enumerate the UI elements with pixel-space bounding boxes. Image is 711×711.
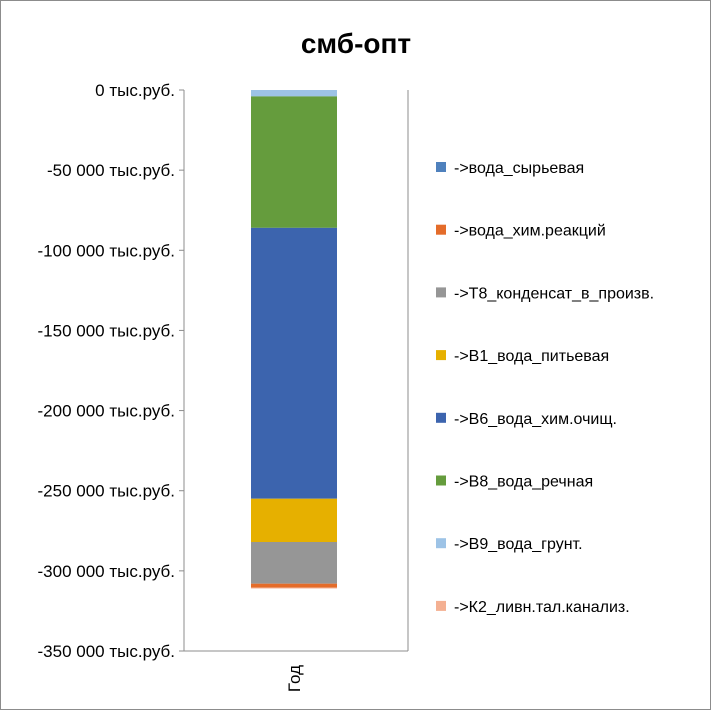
y-tick-label: -200 000 тыс.руб. bbox=[38, 402, 175, 421]
chart-title: смб-опт bbox=[301, 28, 411, 59]
y-tick-label: -350 000 тыс.руб. bbox=[38, 642, 175, 661]
legend-label: ->Т8_конденсат_в_произв. bbox=[454, 285, 654, 302]
legend-swatch bbox=[436, 287, 446, 298]
bar-segment bbox=[251, 498, 337, 543]
plot-area: 0 тыс.руб. -50 000 тыс.руб. -100 000 тыс.р… bbox=[38, 81, 409, 692]
bar-segment bbox=[251, 587, 337, 589]
legend-label: ->В8_вода_речная bbox=[454, 474, 593, 491]
legend-label: ->В6_вода_хим.очищ. bbox=[454, 411, 617, 428]
y-tick-label: 0 тыс.руб. bbox=[95, 81, 175, 100]
bar-segment bbox=[251, 96, 337, 228]
legend-label: ->вода_хим.реакций bbox=[454, 223, 606, 240]
legend: ->вода_сырьевая ->вода_хим.реакций ->Т8_ко… bbox=[436, 160, 654, 616]
y-tick-label: -250 000 тыс.руб. bbox=[38, 482, 175, 501]
legend-swatch bbox=[436, 412, 446, 423]
y-tick-label: -50 000 тыс.руб. bbox=[47, 161, 175, 180]
legend-label: ->К2_ливн.тал.канализ. bbox=[454, 599, 630, 616]
legend-swatch bbox=[436, 224, 446, 235]
legend-label: ->вода_сырьевая bbox=[454, 160, 584, 177]
legend-swatch bbox=[436, 162, 446, 172]
bar-segment bbox=[251, 90, 337, 97]
legend-swatch bbox=[436, 475, 446, 486]
bar-segment bbox=[251, 542, 337, 584]
legend-swatch bbox=[436, 600, 446, 611]
legend-swatch bbox=[436, 350, 446, 361]
legend-swatch bbox=[436, 538, 446, 549]
x-category-label: Год bbox=[285, 665, 304, 692]
bar-segment bbox=[251, 227, 337, 499]
y-tick-label: -100 000 тыс.руб. bbox=[38, 241, 175, 260]
legend-label: ->В9_вода_грунт. bbox=[454, 536, 583, 553]
legend-label: ->В1_вода_питьевая bbox=[454, 348, 609, 365]
y-tick-label: -300 000 тыс.руб. bbox=[38, 562, 175, 581]
bar-segment bbox=[251, 583, 337, 588]
y-tick-label: -150 000 тыс.руб. bbox=[38, 321, 175, 340]
